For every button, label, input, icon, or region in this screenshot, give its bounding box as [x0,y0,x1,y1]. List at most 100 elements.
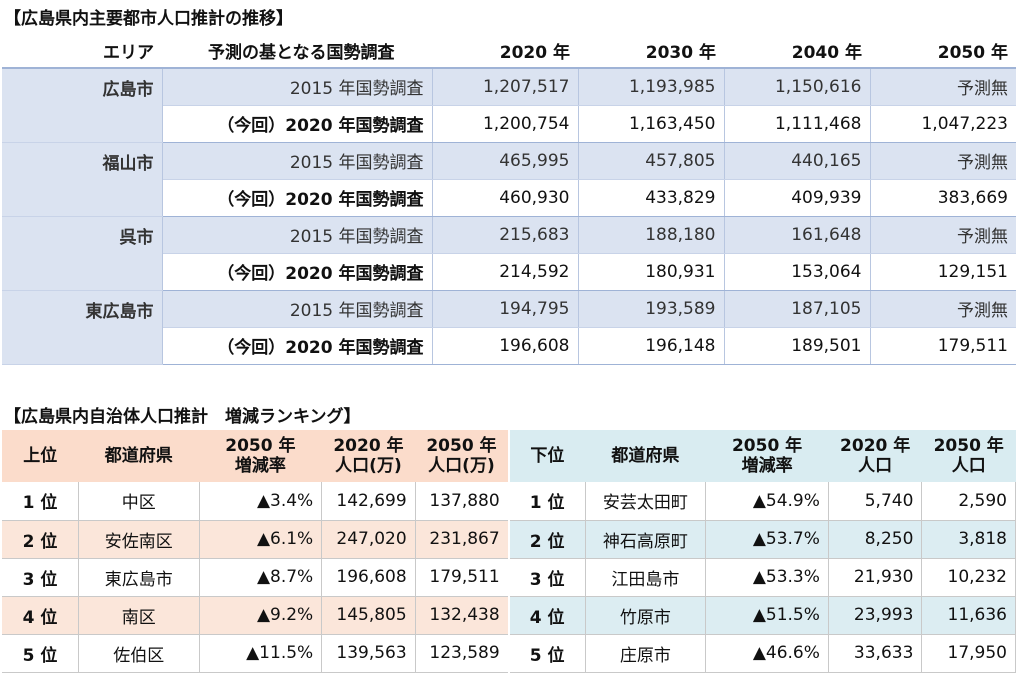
pop2050-cell: 231,867 [415,520,510,559]
pop2020-cell: 142,699 [321,482,416,521]
table-row: 2 位 安佐南区 ▲6.1% 247,020 231,867 2 位 神石高原町… [2,520,1016,559]
pop2020-cell: 196,608 [321,558,416,597]
value-cell: 予測無 [870,290,1016,328]
value-cell: 129,151 [870,253,1016,291]
name-cell: 中区 [78,482,200,521]
table-row: 東広島市 2015 年国勢調査 194,795 193,589 187,105 … [2,290,1016,365]
pop2020-cell: 247,020 [321,520,416,559]
city-population-table: エリア 予測の基となる国勢調査 2020 年 2030 年 2040 年 205… [2,34,1016,365]
name-cell: 竹原市 [585,596,707,635]
header-line: 2020 年 [333,436,404,456]
pop2020-cell: 139,563 [321,634,416,673]
city-name: 広島市 [2,68,163,143]
header-line: 増減率 [741,456,793,476]
name-cell: 安佐南区 [78,520,200,559]
rate-cell: ▲6.1% [199,520,323,559]
rank-cell: 3 位 [507,558,586,597]
rate-cell: ▲51.5% [705,596,829,635]
value-cell: 1,193,985 [578,68,725,106]
rate-cell: ▲53.7% [705,520,829,559]
rank-cell: 4 位 [507,596,586,635]
name-cell: 東広島市 [78,558,200,597]
rank-cell: 4 位 [2,596,79,635]
rate-cell: ▲8.7% [199,558,323,597]
pop2050-cell: 11,636 [921,596,1016,635]
value-cell: 予測無 [870,68,1016,106]
value-cell: 1,111,468 [724,105,871,143]
value-cell: 196,608 [432,327,579,365]
header-upper-2050: 2050 年人口(万) [415,430,509,482]
name-cell: 安芸太田町 [585,482,707,521]
value-cell: 188,180 [578,216,725,254]
pop2020-cell: 33,633 [828,634,923,673]
header-line: 人口(万) [428,456,495,476]
header-line: 2050 年 [225,436,296,456]
value-cell: 465,995 [432,142,579,180]
table-row: 5 位 佐伯区 ▲11.5% 139,563 123,589 5 位 庄原市 ▲… [2,634,1016,673]
rank-cell: 2 位 [2,520,79,559]
city-name: 呉市 [2,216,163,291]
header-upper-2020: 2020 年人口(万) [321,430,416,482]
rate-cell: ▲46.6% [705,634,829,673]
header-2040: 2040 年 [724,34,870,69]
basis-cell: 2015 年国勢調査 [162,216,433,254]
pop2050-cell: 123,589 [415,634,510,673]
rank-cell: 5 位 [2,634,79,673]
table-row: 3 位 東広島市 ▲8.7% 196,608 179,511 3 位 江田島市 … [2,558,1016,597]
rate-cell: ▲3.4% [199,482,323,521]
header-line: 増減率 [234,456,286,476]
header-lower-rate: 2050 年増減率 [705,430,829,482]
rank-cell: 2 位 [507,520,586,559]
table-row: 4 位 南区 ▲9.2% 145,805 132,438 4 位 竹原市 ▲51… [2,596,1016,635]
table-row: 呉市 2015 年国勢調査 215,683 188,180 161,648 予測… [2,216,1016,291]
header-line: 2050 年 [933,436,1004,456]
value-cell: 1,200,754 [432,105,579,143]
pop2050-cell: 137,880 [415,482,510,521]
basis-cell: （今回）2020 年国勢調査 [162,327,433,365]
header-2050: 2050 年 [870,34,1016,69]
header-upper-rate: 2050 年増減率 [199,430,322,482]
table1-title: 【広島県内主要都市人口推計の推移】 [4,9,293,29]
value-cell: 193,589 [578,290,725,328]
name-cell: 神石高原町 [585,520,707,559]
pop2020-cell: 8,250 [828,520,923,559]
pop2050-cell: 10,232 [921,558,1016,597]
header-lower-2050: 2050 年人口 [921,430,1016,482]
value-cell: 383,669 [870,179,1016,217]
table-row: （今回）2020 年国勢調査 1,200,754 1,163,450 1,111… [2,105,1016,143]
value-cell: 215,683 [432,216,579,254]
header-lower-pref: 都道府県 [585,430,706,482]
rank-cell: 1 位 [2,482,79,521]
value-cell: 180,931 [578,253,725,291]
header-area: エリア [2,34,162,69]
value-cell: 214,592 [432,253,579,291]
header-line: 人口 [858,456,893,476]
name-cell: 庄原市 [585,634,707,673]
pop2050-cell: 17,950 [921,634,1016,673]
header-line: 2020 年 [840,436,911,456]
rank-cell: 1 位 [507,482,586,521]
value-cell: 194,795 [432,290,579,328]
header-lower-2020: 2020 年人口 [828,430,922,482]
table-row: （今回）2020 年国勢調査 460,930 433,829 409,939 3… [2,179,1016,217]
table2-title: 【広島県内自治体人口推計 増減ランキング】 [4,407,361,427]
value-cell: 予測無 [870,142,1016,180]
header-upper-pref: 都道府県 [78,430,200,482]
value-cell: 457,805 [578,142,725,180]
city-name: 福山市 [2,142,163,217]
table-row: 福山市 2015 年国勢調査 465,995 457,805 440,165 予… [2,142,1016,217]
name-cell: 佐伯区 [78,634,200,673]
ranking-table: 上位 都道府県 2050 年増減率 2020 年人口(万) 2050 年人口(万… [2,430,1016,673]
value-cell: 161,648 [724,216,871,254]
basis-cell: 2015 年国勢調査 [162,290,433,328]
table1-header-row: エリア 予測の基となる国勢調査 2020 年 2030 年 2040 年 205… [2,34,1016,69]
pop2050-cell: 179,511 [415,558,510,597]
value-cell: 409,939 [724,179,871,217]
city-name: 東広島市 [2,290,163,365]
pop2020-cell: 145,805 [321,596,416,635]
rate-cell: ▲54.9% [705,482,829,521]
header-basis: 予測の基となる国勢調査 [162,34,432,69]
rate-cell: ▲11.5% [199,634,323,673]
pop2020-cell: 5,740 [828,482,923,521]
rate-cell: ▲9.2% [199,596,323,635]
